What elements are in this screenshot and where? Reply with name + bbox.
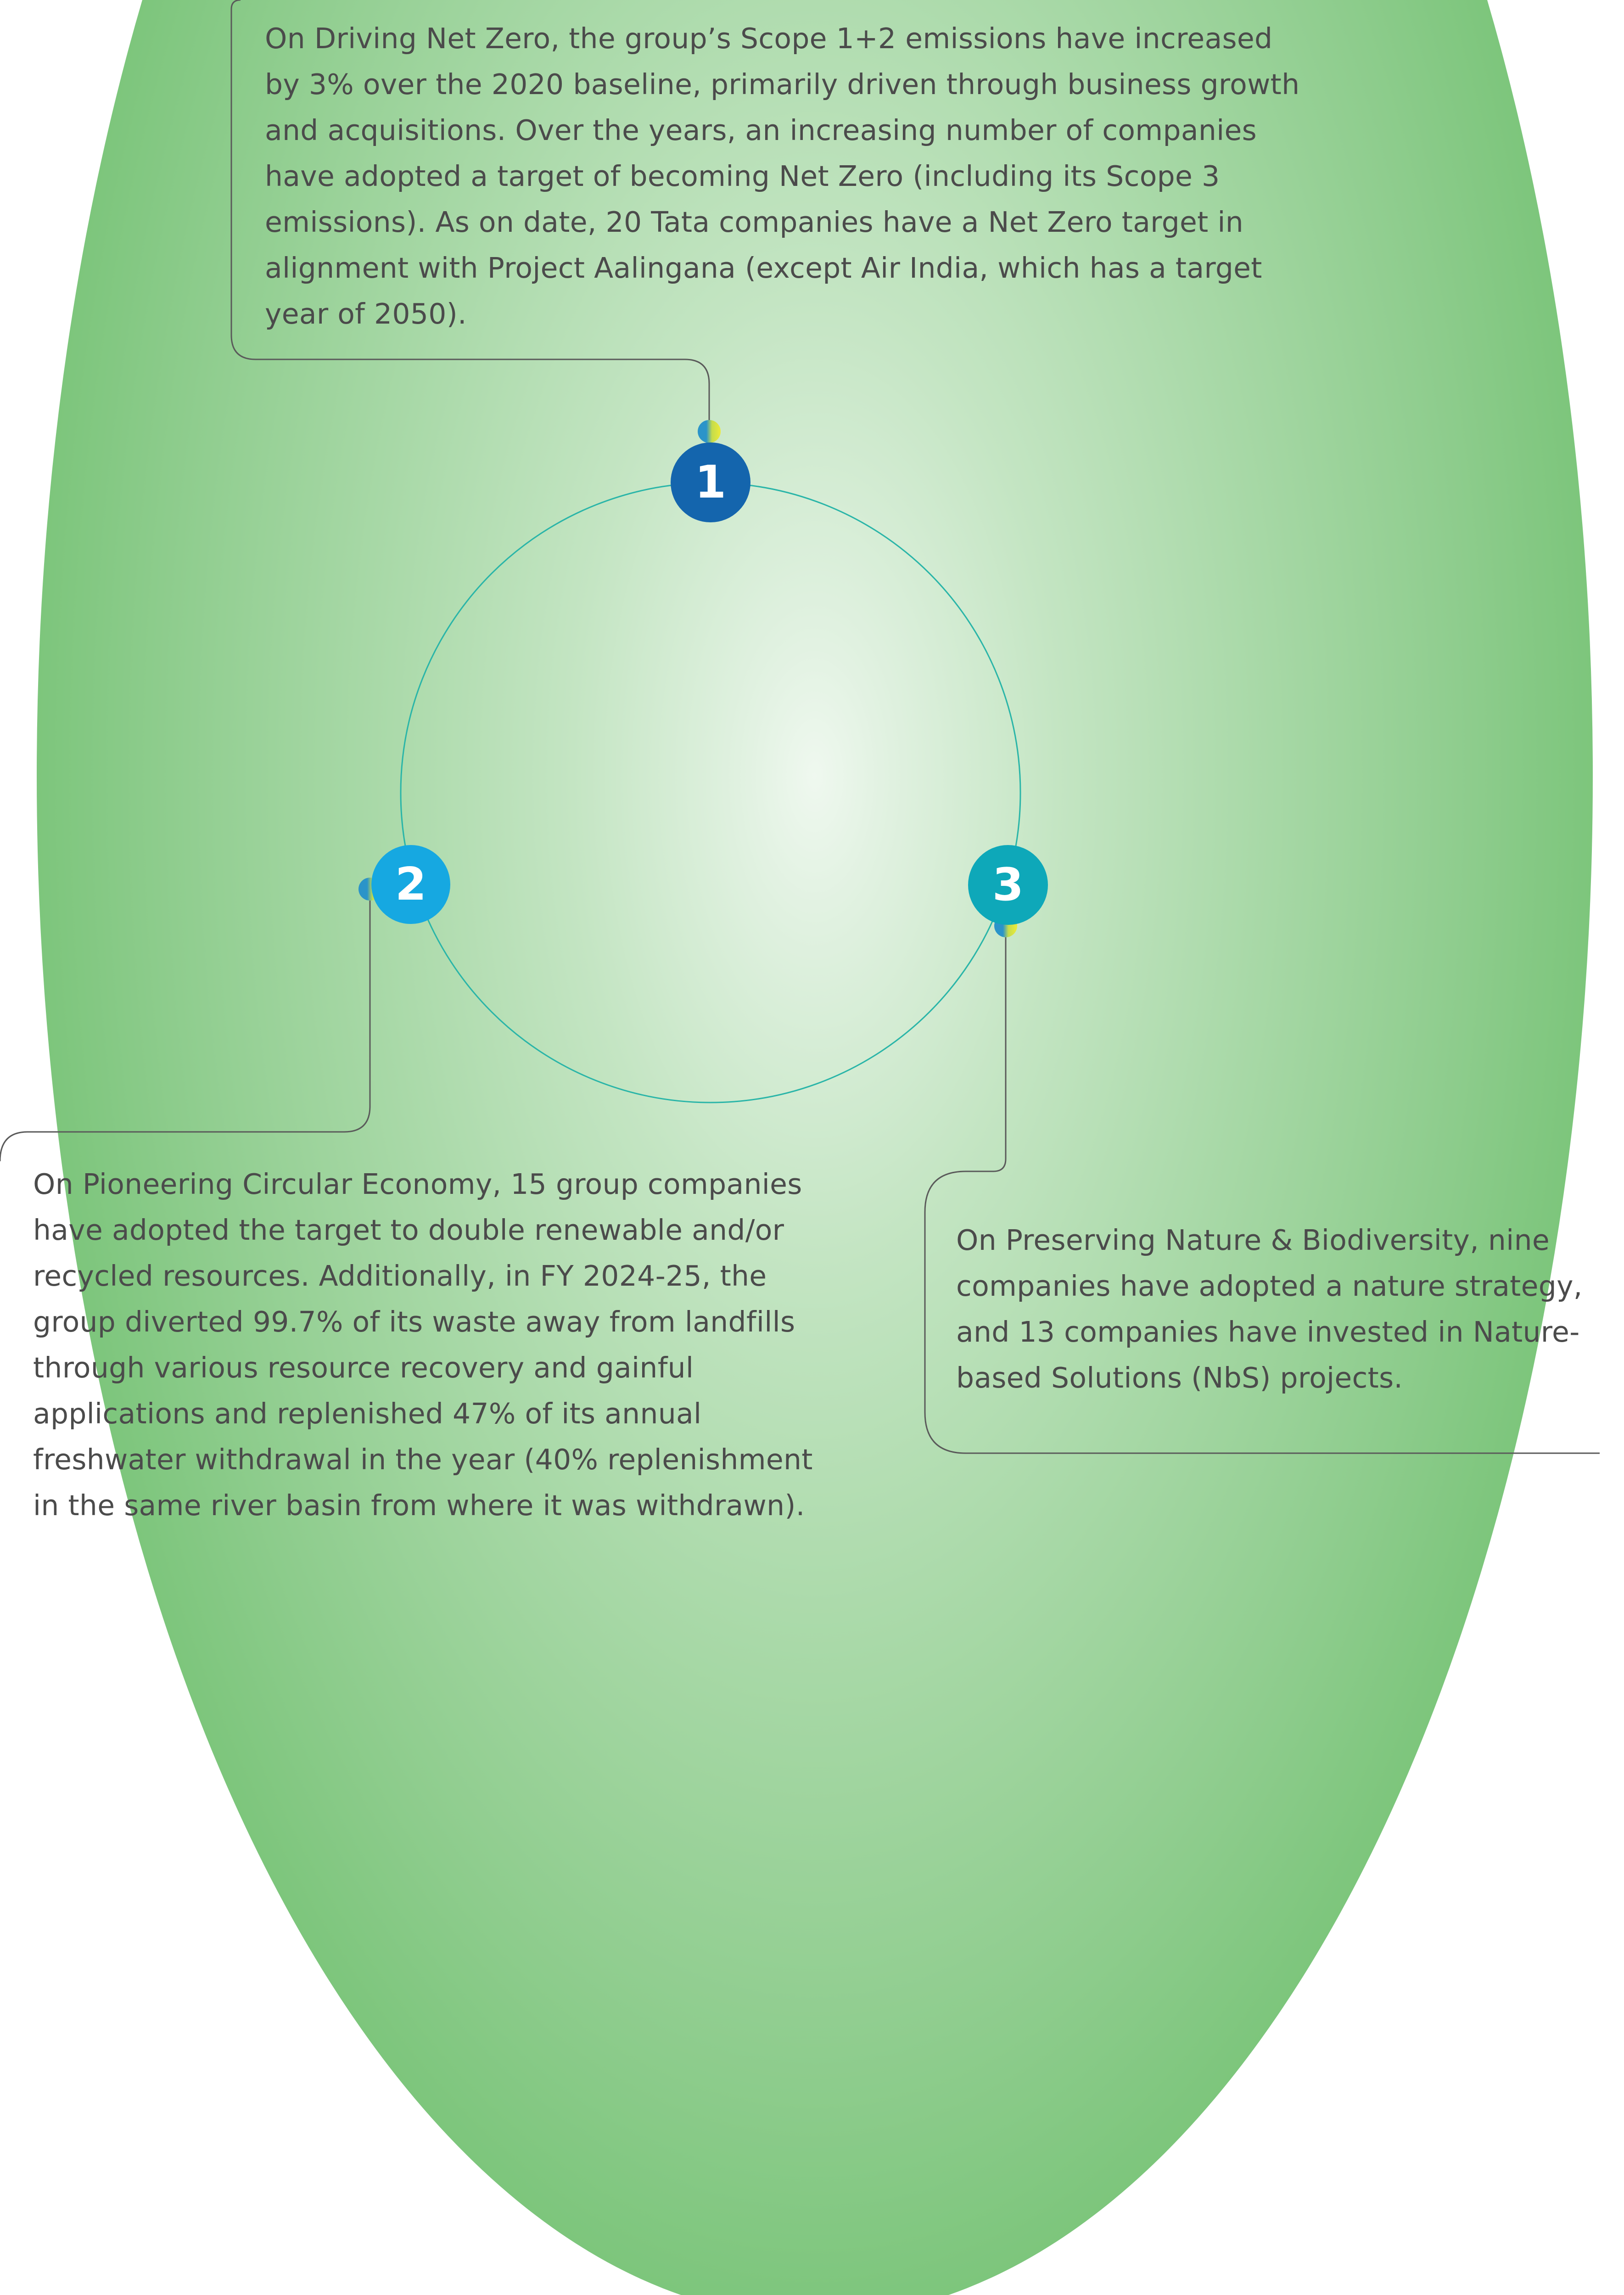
connector-line-1 [230,0,710,420]
connector-line-3 [924,937,1600,1454]
connector-line-2 [0,901,371,1162]
node-1-number: 1 [694,456,727,509]
callout-text-2: On Pioneering Circular Economy, 15 group… [33,1168,813,1522]
node-3-number: 3 [992,859,1024,911]
callout-text-3: On Preserving Nature & Biodiversity, nin… [956,1224,1583,1394]
orbit-ring [400,482,1021,1103]
connector-dot-1 [698,420,721,443]
node-3: 3 [968,845,1048,925]
node-2-number: 2 [395,858,427,911]
node-1: 1 [671,442,750,522]
callout-text-1: On Driving Net Zero, the group’s Scope 1… [265,22,1300,330]
node-2: 2 [371,845,450,924]
